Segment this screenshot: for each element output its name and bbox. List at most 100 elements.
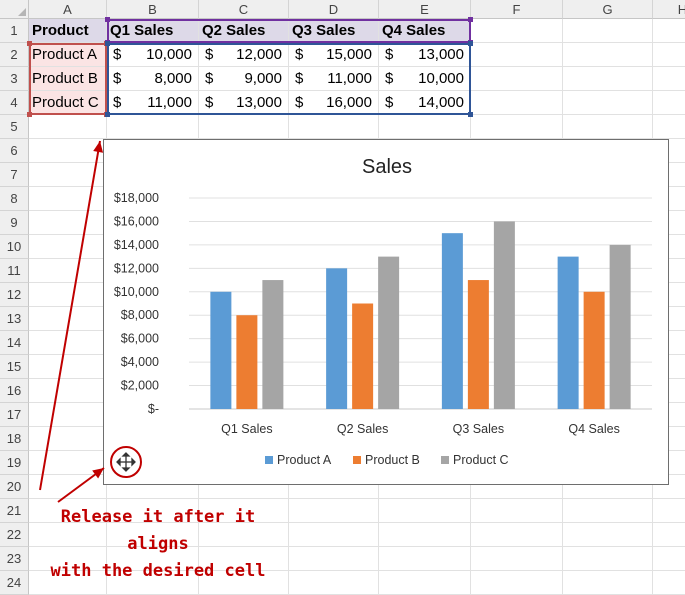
empty-cell[interactable] (29, 259, 107, 283)
empty-cell[interactable] (653, 19, 685, 43)
sales-value-cell[interactable]: $13,000 (199, 91, 289, 115)
empty-cell[interactable] (199, 499, 289, 523)
bar-product-a[interactable] (326, 268, 348, 409)
row-header-12[interactable]: 12 (0, 283, 29, 307)
column-header-f[interactable]: F (471, 0, 563, 19)
empty-cell[interactable] (29, 379, 107, 403)
empty-cell[interactable] (653, 211, 685, 235)
empty-cell[interactable] (29, 355, 107, 379)
column-header-d[interactable]: D (289, 0, 379, 19)
row-header-11[interactable]: 11 (0, 259, 29, 283)
empty-cell[interactable] (563, 91, 653, 115)
empty-cell[interactable] (471, 571, 563, 595)
empty-cell[interactable] (199, 475, 289, 499)
bar-product-c[interactable] (493, 221, 515, 409)
column-header-e[interactable]: E (379, 0, 471, 19)
empty-cell[interactable] (471, 91, 563, 115)
empty-cell[interactable] (107, 475, 199, 499)
range-resize-handle[interactable] (27, 112, 32, 117)
empty-cell[interactable] (29, 307, 107, 331)
legend-entry[interactable]: Product A (277, 453, 332, 467)
empty-cell[interactable] (653, 499, 685, 523)
sales-value-cell[interactable]: $16,000 (289, 91, 379, 115)
product-name-cell[interactable]: Product B (29, 67, 107, 91)
bar-product-b[interactable] (236, 315, 258, 409)
range-resize-handle[interactable] (105, 17, 110, 22)
empty-cell[interactable] (653, 283, 685, 307)
bar-product-b[interactable] (583, 291, 605, 409)
empty-cell[interactable] (563, 475, 653, 499)
empty-cell[interactable] (289, 547, 379, 571)
header-cell[interactable]: Q3 Sales (289, 19, 379, 43)
column-header-c[interactable]: C (199, 0, 289, 19)
empty-cell[interactable] (29, 139, 107, 163)
empty-cell[interactable] (471, 499, 563, 523)
empty-cell[interactable] (653, 475, 685, 499)
legend-entry[interactable]: Product C (453, 453, 509, 467)
empty-cell[interactable] (563, 115, 653, 139)
empty-cell[interactable] (289, 523, 379, 547)
row-header-17[interactable]: 17 (0, 403, 29, 427)
empty-cell[interactable] (471, 115, 563, 139)
empty-cell[interactable] (563, 571, 653, 595)
empty-cell[interactable] (29, 523, 107, 547)
empty-cell[interactable] (563, 547, 653, 571)
sales-value-cell[interactable]: $12,000 (199, 43, 289, 67)
empty-cell[interactable] (29, 331, 107, 355)
sales-value-cell[interactable]: $9,000 (199, 67, 289, 91)
bar-product-c[interactable] (378, 256, 400, 409)
empty-cell[interactable] (563, 523, 653, 547)
range-resize-handle[interactable] (105, 112, 110, 117)
empty-cell[interactable] (289, 571, 379, 595)
empty-cell[interactable] (563, 43, 653, 67)
empty-cell[interactable] (563, 67, 653, 91)
empty-cell[interactable] (653, 115, 685, 139)
empty-cell[interactable] (29, 187, 107, 211)
bar-product-c[interactable] (609, 244, 631, 409)
empty-cell[interactable] (471, 19, 563, 43)
empty-cell[interactable] (199, 523, 289, 547)
empty-cell[interactable] (653, 163, 685, 187)
empty-cell[interactable] (29, 475, 107, 499)
empty-cell[interactable] (107, 115, 199, 139)
bar-product-a[interactable] (557, 256, 579, 409)
empty-cell[interactable] (471, 43, 563, 67)
empty-cell[interactable] (653, 379, 685, 403)
empty-cell[interactable] (653, 427, 685, 451)
empty-cell[interactable] (471, 475, 563, 499)
row-header-6[interactable]: 6 (0, 139, 29, 163)
empty-cell[interactable] (653, 331, 685, 355)
column-header-h[interactable]: H (653, 0, 685, 19)
empty-cell[interactable] (289, 499, 379, 523)
row-header-7[interactable]: 7 (0, 163, 29, 187)
empty-cell[interactable] (471, 67, 563, 91)
empty-cell[interactable] (653, 355, 685, 379)
empty-cell[interactable] (379, 523, 471, 547)
move-cross-arrows-icon[interactable] (116, 452, 136, 472)
sales-value-cell[interactable]: $14,000 (379, 91, 471, 115)
empty-cell[interactable] (653, 67, 685, 91)
empty-cell[interactable] (289, 475, 379, 499)
empty-cell[interactable] (653, 91, 685, 115)
empty-cell[interactable] (563, 19, 653, 43)
range-resize-handle[interactable] (105, 41, 110, 46)
row-header-1[interactable]: 1 (0, 19, 29, 43)
sales-value-cell[interactable]: $11,000 (289, 67, 379, 91)
header-cell[interactable]: Q4 Sales (379, 19, 471, 43)
range-resize-handle[interactable] (468, 17, 473, 22)
empty-cell[interactable] (29, 283, 107, 307)
bar-product-a[interactable] (441, 233, 463, 409)
sales-chart[interactable]: Sales $- $2,000 $4,000 $6,000 $8,000 $10,000 $1… (103, 139, 669, 485)
row-header-15[interactable]: 15 (0, 355, 29, 379)
empty-cell[interactable] (29, 211, 107, 235)
empty-cell[interactable] (29, 451, 107, 475)
row-header-13[interactable]: 13 (0, 307, 29, 331)
empty-cell[interactable] (29, 427, 107, 451)
empty-cell[interactable] (29, 235, 107, 259)
bar-product-b[interactable] (352, 303, 374, 410)
empty-cell[interactable] (379, 499, 471, 523)
sales-value-cell[interactable]: $11,000 (107, 91, 199, 115)
row-header-9[interactable]: 9 (0, 211, 29, 235)
empty-cell[interactable] (29, 115, 107, 139)
empty-cell[interactable] (379, 475, 471, 499)
